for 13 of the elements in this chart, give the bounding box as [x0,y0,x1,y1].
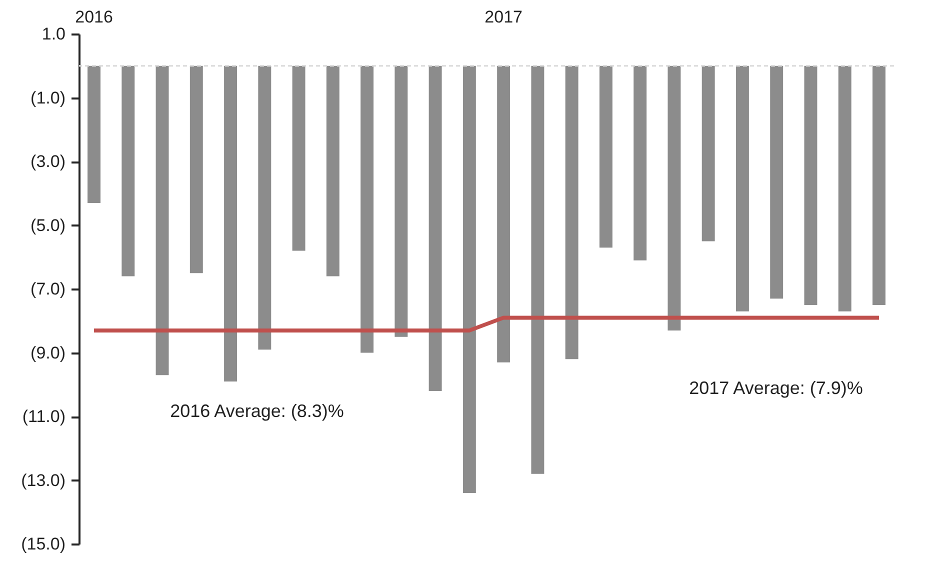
y-tick-label: (15.0) [21,534,66,554]
y-tick-label: (9.0) [30,343,66,362]
y-tick-label: (11.0) [22,407,66,426]
y-tick-label: (5.0) [30,216,66,235]
y-tick-label: (13.0) [21,470,66,490]
y-tick-label: (3.0) [30,152,66,171]
x-tick-label: 2017 [484,8,522,26]
y-tick-label: (7.0) [30,280,66,298]
y-tick-label: 1.0 [42,24,66,44]
annotation: 2016 Average: (8.3)% [170,401,344,421]
annotation: 2017 Average: (7.9)% [689,378,863,398]
x-tick-label: 2016 [75,8,113,26]
y-tick-label: (1.0) [30,88,66,108]
